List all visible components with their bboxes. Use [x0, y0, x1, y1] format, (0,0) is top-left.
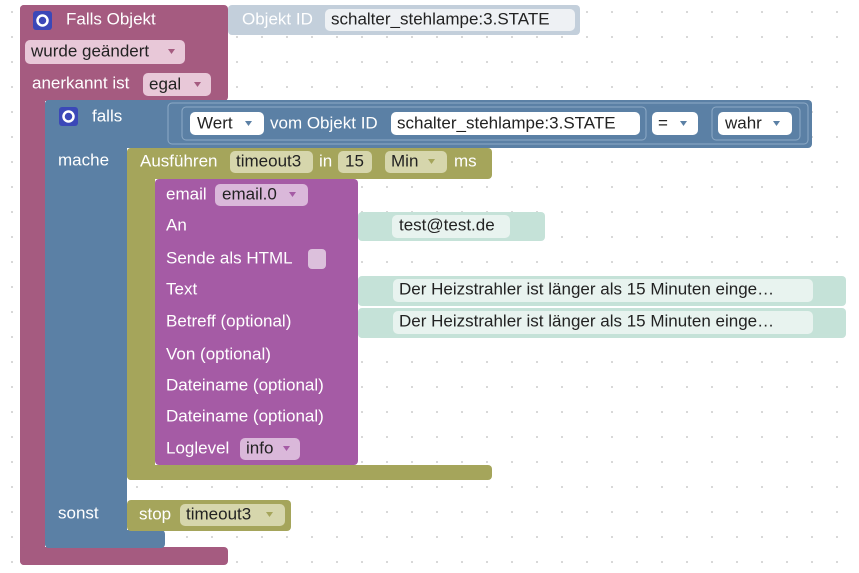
- label: Objekt ID: [242, 9, 313, 28]
- field-text: test@test.de: [399, 215, 495, 234]
- dropdown[interactable]: [180, 504, 285, 526]
- label: in: [319, 151, 332, 170]
- block-title: Falls Objekt: [66, 9, 156, 28]
- field[interactable]: [230, 151, 313, 173]
- label: ms: [454, 151, 477, 170]
- label: falls: [92, 106, 122, 125]
- dropdown-text: email.0: [222, 184, 277, 203]
- dropdown[interactable]: [190, 112, 264, 135]
- label: Dateiname (optional): [166, 406, 324, 425]
- dropdown[interactable]: [652, 112, 698, 135]
- gear-icon[interactable]: [59, 107, 78, 126]
- field-text: schalter_stehlampe:3.STATE: [397, 113, 616, 132]
- gear-icon: [62, 110, 75, 123]
- dropdown-text: Wert: [197, 113, 233, 132]
- field-text: schalter_stehlampe:3.STATE: [331, 9, 550, 28]
- dropdown-arrow: [245, 121, 252, 126]
- dropdown-arrow: [680, 121, 687, 126]
- dropdown-text: timeout3: [186, 504, 251, 523]
- dropdown-text: =: [658, 113, 668, 132]
- dropdown-arrow: [428, 159, 435, 164]
- field-text: 15: [345, 151, 364, 170]
- dropdown-text: egal: [149, 74, 181, 93]
- dropdown-text: wahr: [724, 113, 762, 132]
- dropdown-text: info: [246, 438, 273, 457]
- checkbox[interactable]: [308, 249, 326, 269]
- label: An: [166, 215, 187, 234]
- field-text: Der Heizstrahler ist länger als 15 Minut…: [399, 279, 774, 298]
- dropdown[interactable]: [240, 438, 300, 460]
- field[interactable]: [391, 112, 640, 135]
- email-block[interactable]: [155, 179, 358, 465]
- label: anerkannt ist: [32, 73, 130, 92]
- label: Ausführen: [140, 151, 218, 170]
- dropdown-arrow: [283, 446, 290, 451]
- label: stop: [139, 504, 171, 523]
- dropdown[interactable]: [385, 151, 447, 173]
- gear-icon: [36, 14, 49, 27]
- field[interactable]: [325, 9, 575, 31]
- field[interactable]: [392, 215, 510, 238]
- dropdown-text: Min: [391, 151, 418, 170]
- label: email: [166, 184, 207, 203]
- label: Betreff (optional): [166, 311, 291, 330]
- label: Von (optional): [166, 344, 271, 363]
- field[interactable]: [338, 151, 372, 173]
- label: Loglevel: [166, 438, 229, 457]
- label: Dateiname (optional): [166, 375, 324, 394]
- field[interactable]: [393, 279, 813, 302]
- field-text: Der Heizstrahler ist länger als 15 Minut…: [399, 311, 774, 330]
- gear-icon[interactable]: [33, 11, 52, 30]
- dropdown[interactable]: [215, 184, 308, 206]
- label: Sende als HTML: [166, 248, 293, 267]
- dropdown-arrow: [194, 82, 201, 87]
- dropdown-arrow: [168, 49, 175, 54]
- dropdown[interactable]: [25, 40, 185, 64]
- dropdown-arrow: [289, 192, 296, 197]
- dropdown-text: wurde geändert: [30, 41, 149, 60]
- label: sonst: [58, 503, 99, 522]
- field[interactable]: [393, 311, 813, 334]
- label: Text: [166, 279, 197, 298]
- field-text: timeout3: [236, 151, 301, 170]
- dropdown-arrow: [773, 121, 780, 126]
- dropdown[interactable]: [718, 112, 792, 135]
- label: vom Objekt ID: [270, 113, 378, 132]
- dropdown-arrow: [266, 512, 273, 517]
- label: mache: [58, 150, 109, 169]
- dropdown[interactable]: [143, 73, 211, 96]
